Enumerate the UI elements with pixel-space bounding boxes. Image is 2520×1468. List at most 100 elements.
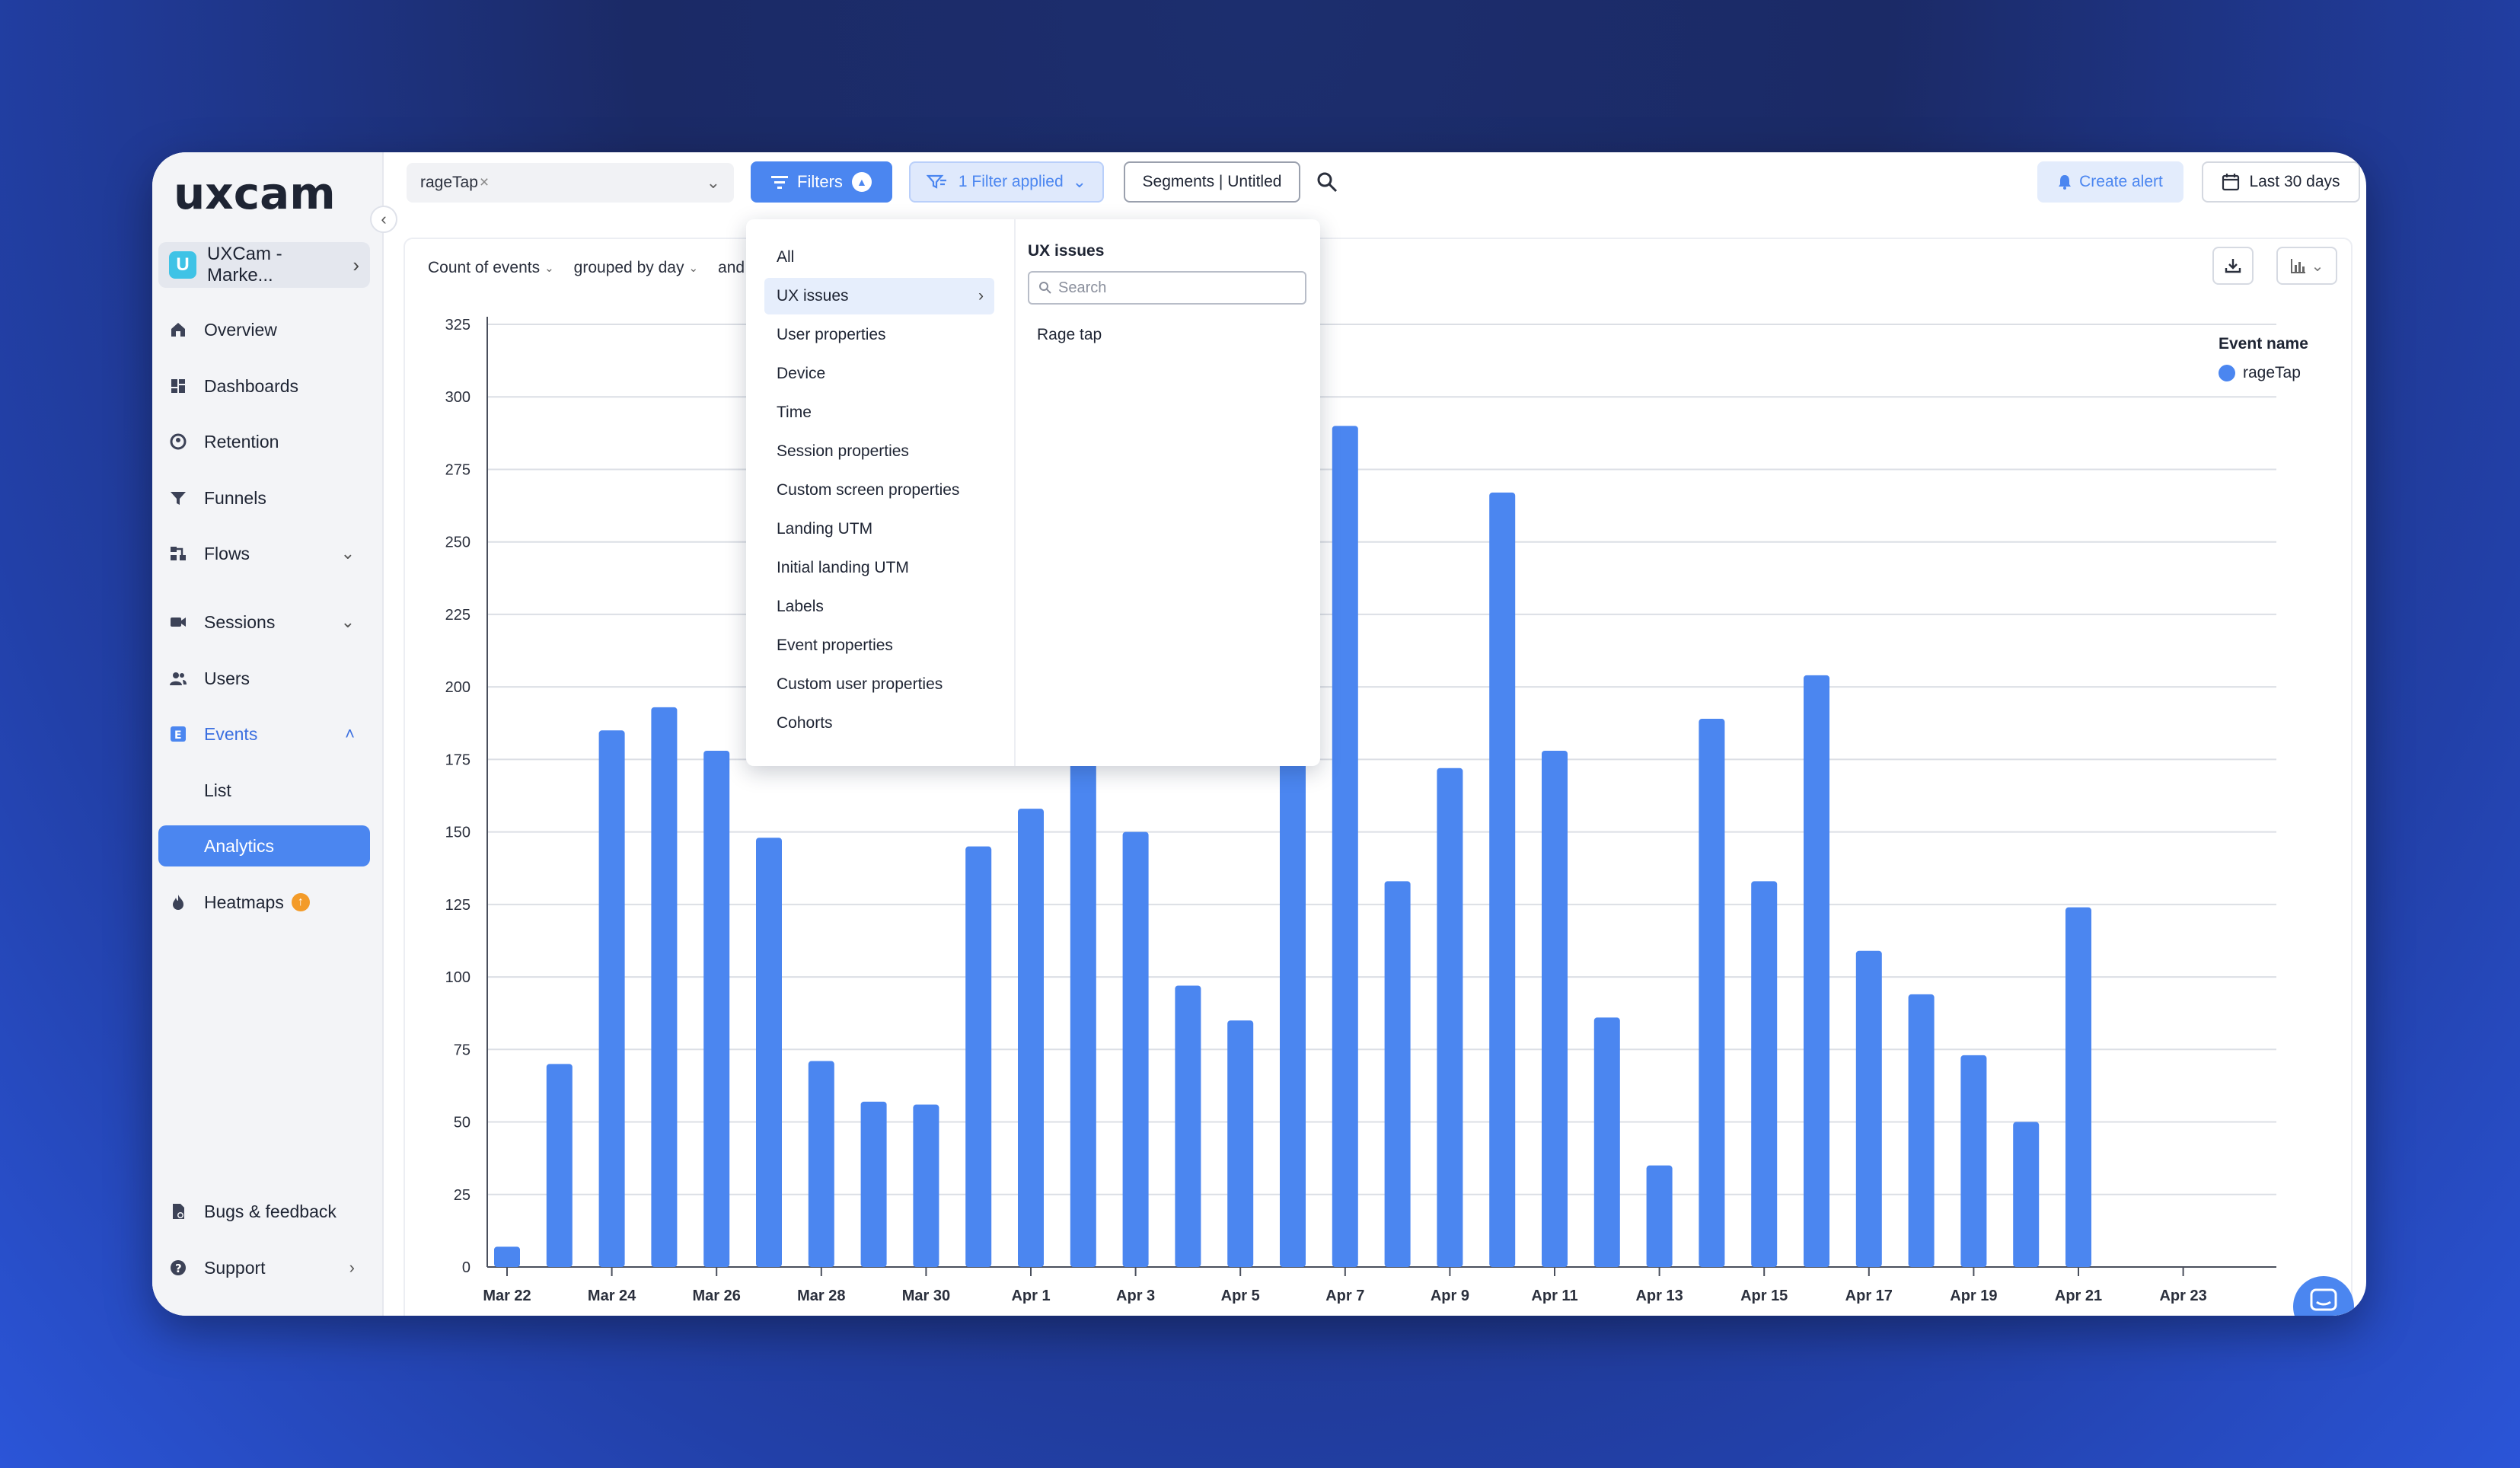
x-tick-label: Apr 5	[1221, 1288, 1260, 1304]
events-icon: E	[167, 723, 189, 745]
legend-title: Event name	[2219, 335, 2308, 353]
chevron-down-icon: ⌄	[1072, 172, 1087, 191]
bar	[1384, 881, 1411, 1267]
y-tick-label: 0	[462, 1259, 471, 1276]
x-tick-label: Mar 24	[588, 1288, 636, 1304]
nav-support[interactable]: ? Support ›	[158, 1247, 370, 1288]
filter-search-input[interactable]	[1058, 279, 1287, 297]
calendar-icon	[2222, 174, 2240, 191]
filter-category-custom-screen-properties[interactable]: Custom screen properties	[777, 481, 960, 499]
bar	[1175, 985, 1201, 1267]
x-tick-label: Mar 30	[902, 1288, 950, 1304]
sidebar: uxcam U UXCam - Marke... › Overview Dash…	[152, 152, 384, 1316]
filter-category-user-properties[interactable]: User properties	[777, 326, 886, 343]
segments-button[interactable]: Segments | Untitled	[1124, 161, 1300, 203]
filter-option-rage-tap[interactable]: Rage tap	[1037, 326, 1102, 343]
svg-text:uxcam: uxcam	[174, 169, 336, 219]
bar-chart: 0 25 50 75 100 125 150 175 200 225 250 275 300 325 Mar…	[445, 317, 2276, 1304]
x-tick-label: Apr 19	[1950, 1288, 1997, 1304]
filter-applied-button[interactable]: 1 Filter applied ⌄	[909, 161, 1104, 203]
bar	[1018, 809, 1044, 1267]
filter-category-initial-landing-utm[interactable]: Initial landing UTM	[777, 559, 909, 576]
nav-events-analytics[interactable]: Analytics	[158, 825, 370, 866]
legend-label: rageTap	[2243, 364, 2301, 381]
collapse-sidebar-button[interactable]: ‹	[370, 206, 397, 233]
y-tick-label: 175	[445, 752, 471, 768]
y-tick-label: 75	[454, 1042, 471, 1058]
bar	[546, 1064, 573, 1267]
filter-category-labels[interactable]: Labels	[777, 598, 824, 615]
bar-chart-icon	[2290, 259, 2305, 273]
y-tick-label: 200	[445, 679, 471, 696]
x-tick-label: Apr 1	[1011, 1288, 1050, 1304]
chevron-left-icon: ‹	[381, 209, 387, 228]
legend-item-ragetap[interactable]: rageTap	[2219, 364, 2308, 382]
caret-up-icon: ▲	[851, 172, 872, 192]
download-button[interactable]	[2212, 247, 2254, 285]
chevron-right-icon: ›	[349, 1258, 355, 1277]
event-selector[interactable]: rageTap × ⌄	[407, 163, 734, 203]
date-range-picker[interactable]: Last 30 days	[2202, 161, 2360, 203]
chevron-right-icon: ›	[978, 287, 984, 305]
filters-button[interactable]: Filters ▲	[751, 161, 892, 203]
workspace-avatar: U	[169, 251, 196, 279]
segments-label: Segments | Untitled	[1142, 173, 1282, 190]
bar	[913, 1104, 939, 1267]
bell-icon	[2059, 175, 2072, 190]
x-tick-label: Apr 9	[1431, 1288, 1469, 1304]
help-icon: ?	[167, 1257, 189, 1278]
grouping-selector[interactable]: grouped by day ⌄	[573, 259, 699, 276]
workspace-switcher[interactable]: U UXCam - Marke... ›	[158, 242, 370, 288]
nav-users[interactable]: Users	[158, 658, 370, 699]
x-tick-label: Apr 3	[1116, 1288, 1155, 1304]
nav-dashboards[interactable]: Dashboards	[158, 365, 370, 407]
nav-flows[interactable]: Flows ⌄	[158, 533, 370, 574]
nav-bugs-feedback[interactable]: Bugs & feedback	[158, 1191, 370, 1232]
nav-heatmaps[interactable]: Heatmaps ↑	[158, 882, 370, 923]
create-alert-button[interactable]: Create alert	[2037, 161, 2183, 203]
bar	[1855, 950, 1882, 1267]
remove-event-icon[interactable]: ×	[479, 174, 490, 191]
create-alert-label: Create alert	[2079, 173, 2163, 190]
dashboard-icon	[167, 375, 189, 397]
bar	[860, 1101, 887, 1267]
search-icon[interactable]	[1316, 171, 1338, 193]
filter-search-box[interactable]	[1028, 271, 1306, 305]
filter-category-all[interactable]: All	[777, 248, 795, 266]
y-tick-label: 300	[445, 389, 471, 406]
bar	[2065, 907, 2091, 1267]
filter-category-custom-user-properties[interactable]: Custom user properties	[777, 675, 943, 693]
nav-overview[interactable]: Overview	[158, 309, 370, 350]
nav-events-list[interactable]: List	[204, 780, 231, 800]
bar	[808, 1061, 834, 1267]
chart-type-button[interactable]: ⌄	[2276, 247, 2337, 285]
x-tick-label: Apr 15	[1740, 1288, 1788, 1304]
x-tick-label: Apr 13	[1635, 1288, 1683, 1304]
uxcam-logo[interactable]: uxcam	[174, 169, 356, 222]
filter-tag-icon	[926, 174, 946, 189]
filter-category-device[interactable]: Device	[777, 365, 826, 382]
arrow-up-badge-icon: ↑	[291, 893, 310, 911]
bar	[1804, 675, 1829, 1267]
nav-retention[interactable]: Retention	[158, 421, 370, 462]
nav-sessions[interactable]: Sessions ⌄	[158, 602, 370, 643]
flows-icon	[167, 543, 189, 564]
nav-events[interactable]: E Events ˄	[158, 713, 370, 755]
legend-swatch	[2219, 365, 2235, 381]
chevron-up-icon: ˄	[345, 724, 355, 743]
metric-selector[interactable]: Count of events ⌄	[428, 259, 554, 276]
nav-funnels[interactable]: Funnels	[158, 477, 370, 519]
filter-category-landing-utm[interactable]: Landing UTM	[777, 520, 873, 538]
filter-category-ux-issues[interactable]: UX issues ›	[764, 278, 994, 314]
filter-category-event-properties[interactable]: Event properties	[777, 637, 893, 654]
filter-category-cohorts[interactable]: Cohorts	[777, 714, 833, 732]
fire-icon	[167, 892, 189, 913]
filter-category-session-properties[interactable]: Session properties	[777, 442, 909, 460]
download-icon	[2225, 259, 2241, 273]
chart-legend: Event name rageTap	[2219, 335, 2308, 382]
y-tick-label: 275	[445, 461, 471, 478]
x-tick-label: Apr 11	[1531, 1288, 1577, 1304]
bar	[1122, 831, 1149, 1267]
bar	[756, 838, 782, 1267]
filter-category-time[interactable]: Time	[777, 404, 812, 421]
